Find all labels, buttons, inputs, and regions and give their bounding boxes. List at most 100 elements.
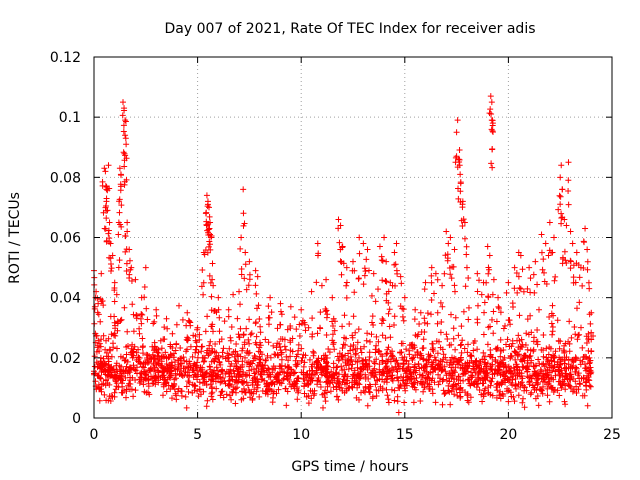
data-point [527,275,534,282]
data-point [268,309,275,316]
data-point [567,258,574,265]
data-point [587,320,594,327]
data-point [361,272,368,279]
data-point [172,365,179,372]
data-point [457,171,464,178]
data-point [206,272,213,279]
data-point [115,264,122,271]
data-point [338,258,345,265]
data-point [216,338,223,345]
data-point [562,257,569,264]
data-point [431,290,438,297]
data-point [515,273,522,280]
data-point [105,230,112,237]
data-point [124,219,131,226]
data-point [121,181,128,188]
data-point [94,295,101,302]
data-point [526,264,533,271]
data-point [542,240,549,247]
data-point [590,332,597,339]
data-point [116,209,123,216]
data-point [490,276,497,283]
data-point [455,156,462,163]
baseline-markers [91,288,595,416]
data-point [455,195,462,202]
data-point [360,240,367,247]
data-point [485,294,492,301]
data-point [391,249,398,256]
data-point [192,337,199,344]
data-point [401,294,408,301]
data-point [120,122,127,129]
data-point [382,277,389,284]
data-point [434,276,441,283]
data-point [314,252,321,259]
data-point [456,156,463,163]
data-point [378,257,385,264]
y-tick-labels: 0 0.02 0.04 0.06 0.08 0.1 0.12 [50,50,81,427]
data-point [356,250,363,257]
data-point [151,339,158,346]
data-point [581,239,588,246]
data-point [393,240,400,247]
data-point [207,219,214,226]
data-point [236,288,243,295]
data-point [428,297,435,304]
data-point [487,93,494,100]
data-point [451,246,458,253]
data-point [126,246,133,253]
data-point [490,308,497,315]
data-points [91,93,597,416]
data-point [323,276,330,283]
data-point [106,254,113,261]
data-point [106,235,113,242]
data-point [393,267,400,274]
data-point [563,222,570,229]
data-point [379,277,386,284]
data-point [515,249,522,256]
data-point [313,279,320,286]
data-point [486,252,493,259]
data-point [267,294,274,301]
data-point [570,274,577,281]
data-point [439,282,446,289]
data-point [485,270,492,277]
data-point [343,264,350,271]
data-point [105,227,112,234]
data-point [360,281,367,288]
x-tick-label: 20 [499,427,517,443]
data-point [317,325,324,332]
data-point [555,206,562,213]
data-point [329,294,336,301]
data-point [550,234,557,241]
data-point [165,354,172,361]
data-point [118,202,125,209]
x-tick-label: 25 [603,427,621,443]
data-point [519,266,526,273]
y-tick-label: 0.02 [50,351,81,367]
data-point [489,120,496,127]
data-point [336,239,343,246]
data-point [459,198,466,205]
data-point [489,291,496,298]
data-point [351,289,358,296]
data-point [517,285,524,292]
data-point [184,334,191,341]
data-point [104,207,111,214]
data-point [324,311,331,318]
data-point [117,171,124,178]
data-point [142,264,149,271]
data-point [98,270,105,277]
data-point [505,279,512,286]
data-point [106,219,113,226]
data-point [487,106,494,113]
data-point [558,162,565,169]
data-point [338,271,345,278]
data-point [296,332,303,339]
x-axis-title: GPS time / hours [291,459,408,475]
data-point [579,282,586,289]
data-point [412,306,419,313]
data-point [567,228,574,235]
data-point [95,311,102,318]
data-point [227,334,234,341]
